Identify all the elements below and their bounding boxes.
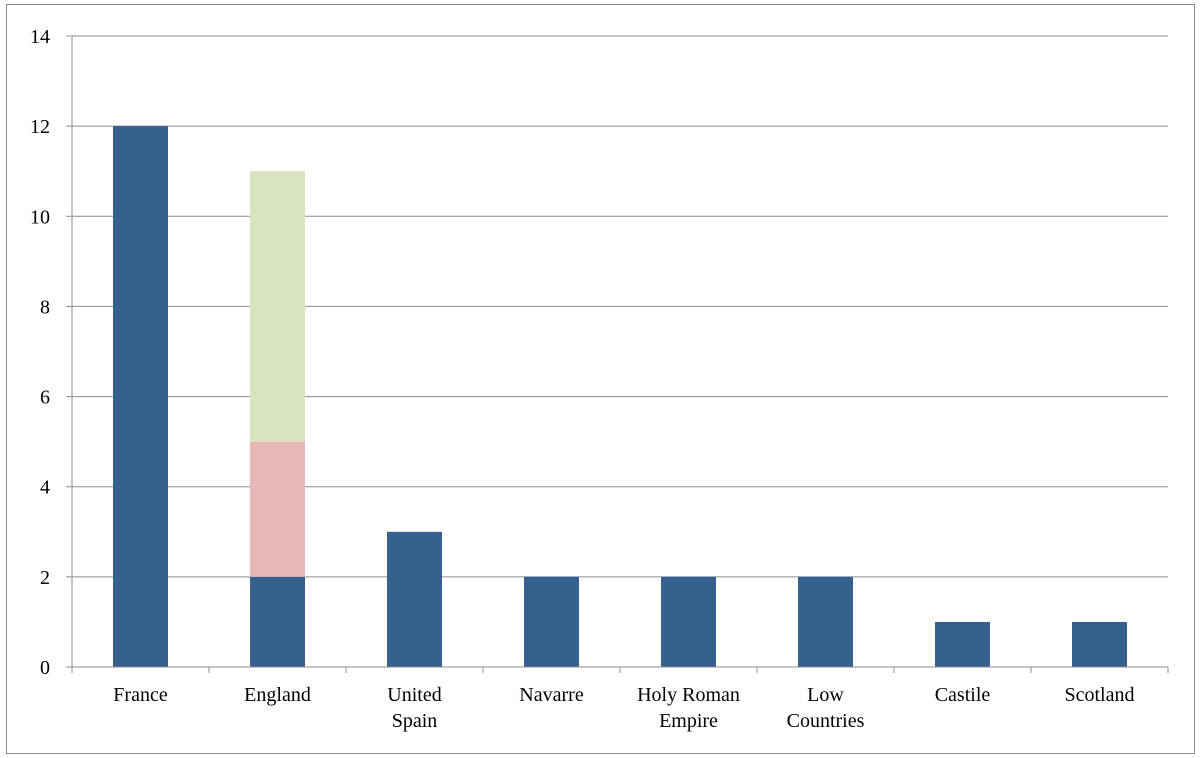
x-tick-label-line: Castile	[935, 684, 991, 706]
x-tick-label-line: Spain	[392, 710, 438, 732]
x-tick-label: Low Countries	[787, 684, 865, 732]
bar-low-countries-segment-0	[798, 576, 853, 667]
bar-united-spain-segment-0	[387, 531, 442, 667]
x-tick-label-line: Holy Roman	[637, 684, 740, 706]
y-tick-label: 2	[40, 567, 50, 589]
y-tick-label: 14	[30, 26, 50, 48]
bar-holy-roman-empire-segment-0	[661, 576, 716, 667]
x-tick-label: France	[113, 684, 168, 706]
x-tick-label-line: Low	[807, 684, 844, 706]
x-tick-label-line: England	[244, 684, 311, 706]
x-tick-label-line: Empire	[659, 710, 718, 732]
x-tick-label: Holy Roman Empire	[637, 684, 740, 732]
x-tick-label-line: Countries	[787, 710, 865, 732]
x-tick-label-line: United	[387, 684, 441, 706]
y-tick-label: 12	[30, 116, 50, 138]
bar-england-segment-1	[250, 441, 305, 577]
x-tick-label: England	[244, 684, 311, 706]
bars	[113, 126, 1127, 667]
bar-castile-segment-0	[935, 621, 990, 667]
chart-frame	[6, 4, 1195, 754]
x-tick-label-line: Navarre	[519, 684, 584, 706]
bar-england-segment-0	[250, 576, 305, 667]
x-tick-label: Castile	[935, 684, 991, 706]
tick-labels: 0 2 4 6 8 10 12 14 France England United Spain Navar…	[30, 26, 1135, 732]
bar-england-segment-2	[250, 171, 305, 442]
bar-navarre-segment-0	[524, 576, 579, 667]
bar-scotland-segment-0	[1072, 621, 1127, 667]
bar-france-segment-0	[113, 126, 168, 667]
axes	[66, 35, 1169, 673]
y-tick-label: 10	[30, 206, 50, 228]
x-tick-label: Navarre	[519, 684, 584, 706]
x-tick-label: United Spain	[387, 684, 441, 732]
x-tick-label: Scotland	[1065, 684, 1135, 706]
y-tick-label: 6	[40, 387, 50, 409]
x-tick-label-line: France	[113, 684, 168, 706]
gridlines	[72, 35, 1168, 578]
y-tick-label: 8	[40, 296, 50, 318]
y-tick-label: 4	[40, 477, 50, 499]
y-tick-label: 0	[40, 657, 50, 679]
x-tick-label-line: Scotland	[1065, 684, 1135, 706]
